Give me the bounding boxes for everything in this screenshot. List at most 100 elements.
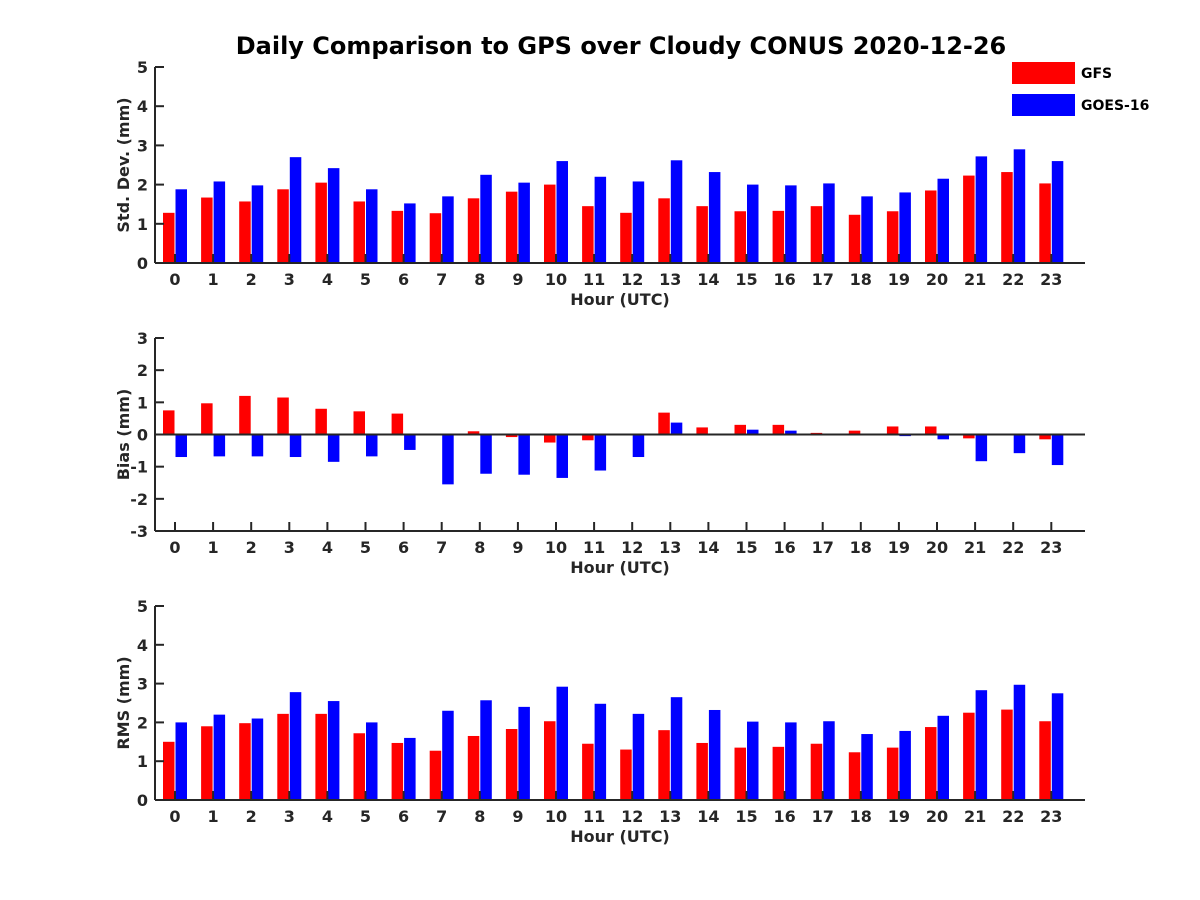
bar-goes-16-hour-5 [366,189,378,263]
x-tick-label: 9 [512,807,523,826]
bar-gfs-hour-20 [925,190,937,263]
bar-gfs-hour-15 [734,424,746,435]
bar-gfs-hour-20 [925,426,937,435]
x-tick-label: 8 [474,807,485,826]
bar-goes-16-hour-15 [747,429,759,435]
bar-goes-16-hour-9 [518,706,530,800]
bar-gfs-hour-4 [315,408,327,435]
bar-goes-16-hour-4 [327,434,340,462]
bar-goes-16-hour-22 [1013,149,1026,263]
bar-goes-16-hour-8 [480,174,492,263]
bar-goes-16-hour-23 [1051,434,1064,466]
x-tick-label: 20 [926,270,948,289]
bar-goes-16-hour-18 [861,196,873,263]
x-tick-label: 22 [1002,807,1024,826]
bar-goes-16-hour-13 [670,160,683,263]
y-tick-label: 2 [137,361,148,380]
bar-goes-16-hour-0 [175,189,187,263]
bar-gfs-hour-14 [696,206,708,263]
bar-goes-16-hour-10 [556,686,568,800]
bar-goes-16-hour-22 [1013,684,1026,800]
x-tick-label: 1 [208,807,219,826]
bar-gfs-hour-7 [429,213,442,263]
bar-goes-16-hour-11 [594,176,607,263]
x-tick-label: 8 [474,538,485,557]
y-tick-label: 0 [137,254,148,273]
bar-gfs-hour-3 [277,189,289,263]
x-tick-label: 22 [1002,270,1024,289]
bar-gfs-hour-5 [353,201,365,263]
bar-goes-16-hour-11 [594,703,607,800]
x-tick-label: 9 [512,270,523,289]
bar-goes-16-hour-21 [975,434,988,462]
x-tick-label: 19 [888,538,910,557]
bar-gfs-hour-4 [315,182,327,263]
y-tick-label: -1 [130,458,148,477]
bar-gfs-hour-11 [582,206,594,263]
legend-swatch-gfs [1012,62,1075,84]
bar-goes-16-hour-4 [327,701,340,800]
bar-goes-16-hour-1 [213,434,226,457]
bar-gfs-hour-14 [696,427,708,435]
bar-gfs-hour-1 [201,197,213,263]
x-tick-label: 4 [322,807,333,826]
x-tick-label: 2 [246,807,257,826]
x-tick-label: 7 [436,270,447,289]
bar-goes-16-hour-20 [937,434,949,440]
bar-gfs-hour-0 [163,741,175,800]
x-tick-label: 21 [964,807,986,826]
x-tick-label: 4 [322,270,333,289]
bar-gfs-hour-10 [544,184,556,263]
bar-gfs-hour-2 [239,723,251,800]
bar-gfs-hour-21 [963,175,975,263]
bar-gfs-hour-18 [848,214,861,263]
x-tick-label: 8 [474,270,485,289]
x-tick-label: 3 [284,538,295,557]
bar-goes-16-hour-3 [289,434,302,458]
bar-gfs-hour-12 [620,749,632,800]
bar-goes-16-hour-19 [899,730,911,800]
x-tick-label: 18 [850,807,872,826]
x-tick-label: 7 [436,538,447,557]
y-tick-label: 3 [137,136,148,155]
bar-goes-16-hour-13 [670,422,683,435]
bar-gfs-hour-6 [391,742,404,800]
bar-goes-16-hour-23 [1051,161,1064,263]
bar-gfs-hour-5 [353,733,365,800]
bar-goes-16-hour-18 [861,734,873,800]
x-tick-label: 0 [169,807,180,826]
bar-goes-16-hour-16 [785,430,797,435]
x-tick-label: 23 [1040,270,1062,289]
x-axis-label: Hour (UTC) [570,827,670,846]
bar-gfs-hour-13 [658,730,670,800]
y-tick-label: 3 [137,329,148,348]
bar-gfs-hour-19 [886,211,899,263]
bar-gfs-hour-8 [467,198,480,263]
x-tick-label: 0 [169,538,180,557]
x-axis-label: Hour (UTC) [570,558,670,577]
x-tick-label: 5 [360,270,371,289]
y-tick-label: 2 [137,713,148,732]
bar-goes-16-hour-7 [442,196,454,263]
x-tick-label: 16 [773,270,795,289]
bar-goes-16-hour-11 [594,434,607,471]
bar-gfs-hour-11 [582,434,594,441]
bar-gfs-hour-0 [163,410,175,435]
y-tick-label: 5 [137,597,148,616]
x-tick-label: 13 [659,270,681,289]
x-tick-label: 13 [659,538,681,557]
bar-goes-16-hour-17 [823,721,835,800]
x-tick-label: 10 [545,807,567,826]
bar-goes-16-hour-5 [366,722,378,800]
y-tick-label: 1 [137,215,148,234]
bar-gfs-hour-22 [1001,709,1013,800]
bar-gfs-hour-19 [886,426,899,435]
y-axis-label: RMS (mm) [114,656,133,749]
x-tick-label: 17 [812,270,834,289]
x-tick-label: 3 [284,270,295,289]
bar-gfs-hour-8 [467,735,480,800]
y-tick-label: 4 [137,636,148,655]
bar-gfs-hour-16 [772,210,785,263]
